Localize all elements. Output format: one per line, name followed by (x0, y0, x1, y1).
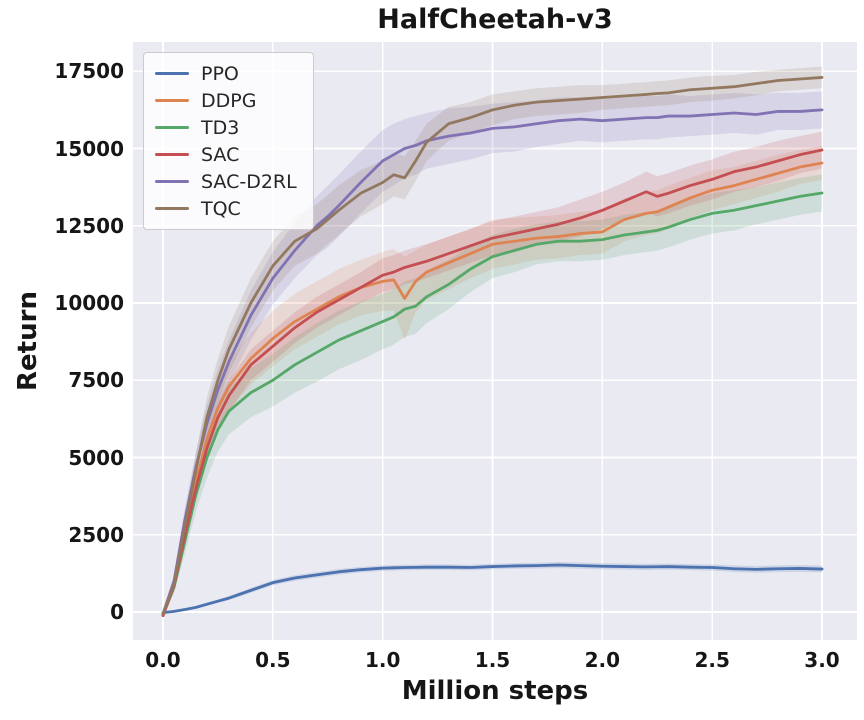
y-tick-label: 17500 (54, 59, 124, 84)
band-ddpg (163, 146, 823, 615)
legend-label: PPO (201, 62, 239, 85)
legend-line-swatch (155, 179, 189, 184)
legend: PPO DDPG TD3 SAC SAC-D2RL TQC (143, 52, 314, 230)
legend-label: TD3 (201, 116, 240, 139)
x-axis-label: Million steps (401, 676, 589, 706)
x-tick-label: 1.0 (364, 648, 401, 672)
y-tick-label: 10000 (54, 291, 124, 315)
line-tqc (161, 76, 824, 616)
y-tick-label: 2500 (68, 522, 124, 547)
x-tick-label: 3.0 (804, 648, 840, 672)
legend-label: SAC (201, 143, 240, 166)
line-ppo (161, 563, 824, 615)
line-sac (161, 148, 824, 618)
x-tick-label: 0.5 (255, 648, 291, 672)
legend-line-swatch (155, 152, 189, 157)
band-td3 (163, 174, 823, 616)
legend-item-tqc: TQC (155, 196, 297, 221)
line-td3 (161, 191, 824, 617)
legend-label: SAC-D2RL (201, 170, 297, 193)
line-ddpg (161, 161, 824, 616)
band-tqc (163, 66, 823, 615)
legend-item-td3: TD3 (155, 115, 297, 140)
y-tick-label: 0 (110, 600, 124, 624)
y-tick-label: 5000 (68, 445, 124, 470)
x-tick-label: 2.0 (584, 648, 621, 672)
x-tick-label: 2.5 (694, 648, 730, 672)
y-tick-label: 7500 (68, 368, 124, 393)
y-tick-label: 15000 (54, 136, 124, 161)
x-tick-label: 0.0 (145, 648, 181, 672)
legend-item-sac-d2rl: SAC-D2RL (155, 169, 297, 194)
legend-line-swatch (155, 125, 189, 130)
legend-item-sac: SAC (155, 142, 297, 167)
y-tick-label: 12500 (54, 213, 124, 238)
legend-label: TQC (201, 197, 241, 220)
legend-item-ppo: PPO (155, 61, 297, 86)
band-sac-d2rl (163, 91, 823, 615)
legend-line-swatch (155, 98, 189, 103)
line-sac-d2rl (161, 108, 824, 616)
series-group (161, 66, 824, 618)
legend-label: DDPG (201, 89, 257, 112)
legend-item-ddpg: DDPG (155, 88, 297, 113)
legend-line-swatch (155, 206, 189, 211)
x-tick-label: 1.5 (474, 648, 511, 672)
legend-line-swatch (155, 71, 189, 76)
chart-title: HalfCheetah-v3 (377, 4, 613, 35)
